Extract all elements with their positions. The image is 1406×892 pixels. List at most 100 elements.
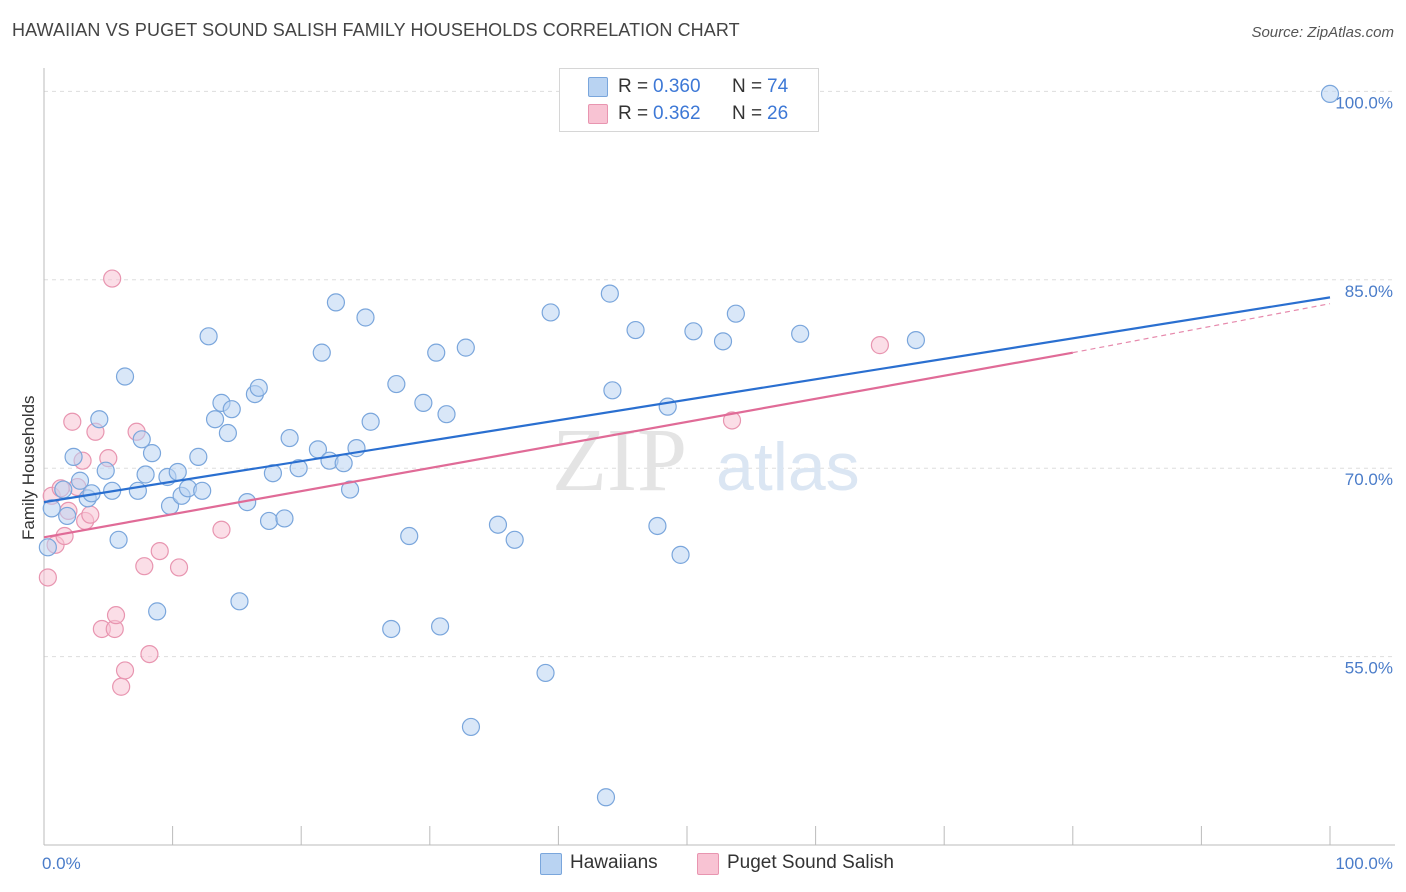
point-hawaiian (906, 330, 926, 350)
point-puget-sound-salish (870, 336, 890, 355)
point-hawaiian (58, 506, 77, 526)
y-tick-labels: 55.0% 70.0% 85.0% 100.0% (1335, 93, 1393, 677)
point-puget-sound-salish (169, 558, 189, 577)
legend-r-label: R = (618, 76, 649, 97)
chart-title: HAWAIIAN VS PUGET SOUND SALISH FAMILY HO… (12, 20, 740, 40)
legend-n-value: 26 (767, 103, 789, 124)
point-hawaiian (791, 324, 810, 343)
point-hawaiian (541, 303, 560, 322)
point-puget-sound-salish (63, 412, 82, 431)
point-hawaiian (64, 447, 83, 466)
point-hawaiian (456, 338, 475, 357)
point-hawaiian (648, 516, 667, 536)
point-hawaiian (218, 423, 237, 443)
x-tick-label-min: 0.0% (42, 854, 81, 873)
y-tick-label: 55.0% (1345, 659, 1393, 678)
point-hawaiian (684, 322, 703, 341)
point-hawaiian (671, 545, 690, 564)
point-hawaiian (275, 509, 294, 528)
point-hawaiian (38, 538, 57, 557)
point-puget-sound-salish (150, 541, 169, 561)
legend-row-hawaiians: R = 0.360 N = 74 (560, 74, 818, 100)
watermark-zip: ZIP (552, 411, 687, 510)
point-hawaiian (136, 465, 155, 484)
bottom-legend-label: Puget Sound Salish (727, 852, 894, 873)
legend-swatch-blue (588, 77, 608, 97)
trend-lines (43, 296, 1331, 539)
point-hawaiian (168, 462, 187, 482)
point-hawaiian (90, 410, 109, 429)
point-hawaiian (142, 444, 162, 463)
bottom-legend-swatch-pink (697, 853, 719, 875)
point-hawaiian (726, 304, 745, 323)
legend-r-value: 0.362 (653, 103, 701, 124)
point-hawaiian (596, 788, 616, 807)
point-hawaiian (361, 412, 380, 431)
point-puget-sound-salish (115, 661, 135, 680)
point-hawaiian (334, 454, 353, 473)
watermark-atlas: atlas (716, 429, 860, 505)
point-puget-sound-salish (81, 505, 100, 524)
source-label: Source: ZipAtlas.com (1251, 24, 1394, 41)
point-hawaiian (382, 619, 401, 639)
bottom-legend-swatch-blue (540, 853, 562, 875)
point-hawaiian (109, 530, 128, 549)
trend-extension-puget-sound-salish (1072, 303, 1331, 354)
point-hawaiian (536, 663, 555, 683)
legend-n-label: N = (732, 76, 763, 97)
point-hawaiian (96, 461, 115, 480)
point-puget-sound-salish (38, 568, 57, 587)
point-hawaiian (70, 471, 90, 490)
point-hawaiian (626, 320, 645, 340)
point-hawaiian (356, 308, 375, 327)
point-hawaiian (115, 367, 135, 386)
point-hawaiian (387, 374, 406, 394)
point-hawaiian (205, 410, 225, 429)
bottom-legend-label: Hawaiians (570, 852, 658, 873)
point-hawaiian (430, 617, 450, 636)
point-hawaiian (658, 397, 677, 416)
point-hawaiian (148, 602, 167, 621)
series-puget-sound-salish (38, 269, 890, 696)
point-hawaiian (400, 526, 419, 546)
point-puget-sound-salish (722, 411, 742, 430)
legend-r-value: 0.360 (653, 76, 701, 97)
point-hawaiian (193, 481, 212, 500)
point-hawaiian (199, 327, 218, 346)
point-hawaiian (189, 447, 208, 466)
point-hawaiian (1320, 84, 1340, 104)
point-hawaiian (603, 381, 622, 400)
axes (43, 68, 1395, 846)
x-tick-label-max: 100.0% (1335, 854, 1393, 873)
point-puget-sound-salish (106, 606, 126, 625)
y-tick-label: 85.0% (1345, 282, 1393, 301)
point-puget-sound-salish (212, 520, 231, 539)
point-puget-sound-salish (55, 526, 74, 546)
point-hawaiian (488, 515, 508, 534)
legend-row-puget-sound-salish: R = 0.362 N = 26 (560, 101, 818, 127)
point-hawaiian (713, 332, 733, 351)
point-hawaiian (461, 717, 481, 737)
legend-n-value: 74 (767, 76, 789, 97)
point-hawaiian (340, 480, 360, 499)
y-tick-label: 70.0% (1345, 470, 1393, 489)
point-hawaiian (414, 393, 433, 412)
correlation-legend: R = 0.360 N = 74 R = 0.362 N = 26 (559, 68, 819, 132)
legend-swatch-pink (588, 104, 608, 124)
point-puget-sound-salish (140, 644, 159, 664)
point-hawaiian (132, 430, 151, 449)
point-puget-sound-salish (103, 269, 122, 288)
point-hawaiian (280, 428, 299, 448)
point-hawaiian (312, 343, 331, 362)
point-puget-sound-salish (135, 557, 154, 576)
point-hawaiian (259, 511, 279, 531)
point-hawaiian (54, 480, 73, 499)
point-hawaiian (600, 284, 619, 303)
legend-n-label: N = (732, 103, 763, 124)
point-hawaiian (289, 459, 308, 478)
trend-line-puget-sound-salish (43, 351, 1073, 539)
point-hawaiian (427, 343, 446, 362)
point-hawaiian (230, 592, 249, 611)
point-hawaiian (505, 530, 524, 549)
